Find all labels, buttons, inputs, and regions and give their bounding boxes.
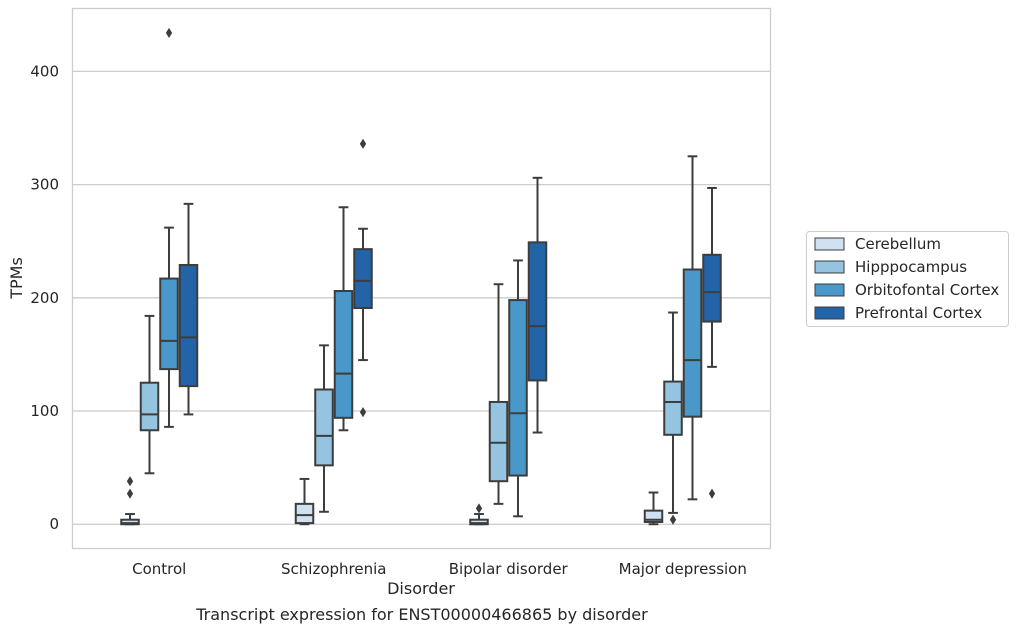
plot-frame: [71, 7, 772, 550]
box-iqr: [527, 241, 548, 382]
box-iqr: [353, 248, 373, 310]
chart-caption: Transcript expression for ENST0000046686…: [196, 605, 648, 624]
box-plot: [314, 344, 334, 513]
legend: Cerebellum Hipppocampus Orbitofontal Corte…: [806, 231, 1009, 327]
box-iqr: [159, 277, 179, 371]
box-plot: [702, 187, 722, 499]
box-iqr: [682, 268, 703, 418]
x-tick-label: Control: [132, 560, 186, 578]
legend-label: Orbitofontal Cortex: [855, 281, 999, 299]
outlier-point: [165, 27, 173, 38]
x-axis-title: Disorder: [387, 579, 455, 598]
legend-swatch: [814, 306, 845, 320]
box-plots: [120, 27, 722, 526]
box-iqr: [702, 253, 722, 323]
x-axis-ticks: Control Schizophrenia Bipolar disorder Majo…: [132, 560, 747, 578]
box-plot: [139, 314, 160, 475]
box-plot: [488, 283, 509, 505]
outlier-point: [359, 138, 367, 149]
box-plot: [178, 202, 199, 416]
box-plot: [120, 476, 140, 526]
legend-frame: [806, 231, 1009, 327]
y-tick-label: 100: [30, 402, 59, 420]
legend-label: Cerebellum: [855, 235, 941, 253]
box-iqr: [488, 400, 509, 483]
box-iqr: [120, 518, 140, 526]
y-axis-ticks: 0 100 200 300 400: [30, 62, 59, 533]
y-tick-label: 0: [49, 515, 59, 533]
box-iqr: [469, 518, 489, 526]
box-plot: [469, 503, 489, 526]
outlier-point: [475, 503, 483, 514]
box-plot: [294, 477, 315, 526]
box-plot: [159, 27, 179, 428]
box-iqr: [333, 290, 354, 419]
box-iqr: [314, 388, 334, 467]
outlier-point: [126, 476, 134, 487]
y-tick-label: 300: [30, 176, 59, 194]
box-iqr: [178, 263, 199, 388]
box-iqr: [139, 381, 160, 432]
box-plot: [663, 311, 683, 525]
box-iqr: [294, 502, 315, 525]
y-axis-title: TPMs: [7, 257, 26, 300]
box-iqr: [663, 380, 683, 436]
box-iqr: [508, 299, 528, 477]
outlier-point: [708, 488, 716, 499]
box-plot: [508, 259, 528, 518]
box-plot: [353, 138, 373, 418]
box-plot: [682, 155, 703, 501]
box-iqr: [643, 509, 664, 523]
legend-swatch: [814, 237, 845, 251]
outlier-point: [126, 488, 134, 499]
box-plot: [333, 206, 354, 432]
legend-label: Prefrontal Cortex: [855, 304, 982, 322]
outlier-point: [669, 514, 677, 525]
y-tick-label: 400: [30, 62, 59, 80]
legend-label: Hipppocampus: [855, 258, 967, 276]
outlier-point: [359, 407, 367, 418]
box-plot: [643, 491, 664, 526]
y-tick-label: 200: [30, 289, 59, 307]
legend-swatch: [814, 283, 845, 297]
x-tick-label: Bipolar disorder: [449, 560, 569, 578]
x-tick-label: Schizophrenia: [281, 560, 386, 578]
x-tick-label: Major depression: [619, 560, 747, 578]
legend-swatch: [814, 260, 845, 274]
box-plot: [527, 176, 548, 434]
